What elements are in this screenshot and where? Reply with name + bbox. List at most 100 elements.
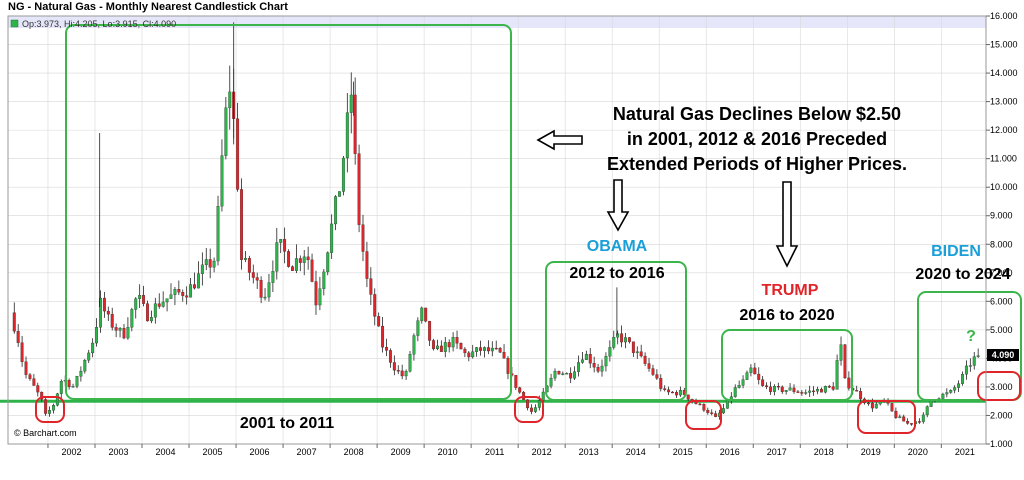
candle-body [725,399,729,409]
left-arrow-icon [536,129,583,151]
candle-body [788,387,792,391]
candle-body [757,373,761,380]
x-tick-label: 2017 [767,447,787,457]
candle-body [518,387,522,393]
candle-body [502,352,506,359]
candle-body [153,303,157,318]
candle-body [612,337,616,348]
candle-body [796,391,800,393]
candle-body [365,251,369,279]
x-tick-label: 2021 [955,447,975,457]
candle-body [189,284,193,298]
candle-body [185,295,189,298]
candle-body [765,385,769,387]
candle-body [929,400,933,407]
x-tick-label: 2002 [61,447,81,457]
x-tick-label: 2006 [250,447,270,457]
candle-body [48,410,51,414]
candle-body [675,392,678,396]
candle-body [99,297,102,328]
candle-body [620,333,624,343]
candle-body [949,390,953,393]
x-tick-label: 2015 [673,447,693,457]
candle-body [475,347,479,352]
candle-body [142,295,146,304]
candle-body [396,370,400,372]
candle-body [216,205,220,262]
candle-body [420,307,424,321]
last-price-label: 4.090 [992,350,1015,360]
candle-body [921,414,925,422]
candle-body [106,310,110,315]
candle-body [925,406,929,416]
candle-body [910,423,914,425]
candle-body [663,388,667,390]
candle-body [530,407,533,412]
obama-label: OBAMA [587,238,648,255]
box-low-2001 [35,396,65,423]
candle-body [964,365,968,375]
candle-body [902,416,906,422]
candle-body [279,239,283,243]
candle-body [59,381,63,394]
candle-body [181,292,185,296]
candle-body [584,354,588,360]
candle-body [769,386,772,392]
candle-body [114,327,118,331]
candle-body [212,260,216,268]
candle-body [816,388,819,392]
candle-body [294,258,298,271]
candle-body [745,372,749,380]
chart-title: NG - Natural Gas - Monthly Nearest Candl… [8,1,288,13]
candle-body [580,359,584,363]
candle-body [968,365,972,367]
candle-body [44,399,48,414]
candle-body [702,403,706,411]
candle-body [20,342,24,362]
x-tick-label: 2018 [814,447,834,457]
candle-body [83,360,87,372]
box-low-2020 [857,400,916,434]
candle-body [588,354,592,364]
candle-body [945,392,949,395]
candle-body [976,355,980,357]
candle-body [52,405,55,411]
candle-body [388,350,392,363]
candle-body [208,259,212,268]
candle-body [772,385,776,392]
y-tick-label: 9.000 [990,211,1013,221]
candle-body [737,385,741,388]
candle-body [345,112,349,159]
candle-body [12,312,16,332]
x-tick-label: 2005 [203,447,223,457]
candle-body [651,368,655,375]
candle-body [565,373,569,375]
candle-body [698,403,702,406]
candle-body [157,303,161,307]
candle-body [255,277,259,281]
candle-body [859,391,863,400]
candle-body [369,278,373,295]
candle-body [710,412,714,414]
candle-body [240,189,243,260]
candle-body [506,358,510,374]
candle-body [373,294,377,317]
candle-body [490,347,494,352]
box-low-2016 [685,400,722,430]
candle-body [330,223,334,253]
candle-body [134,298,138,310]
obama-period-label: 2012 to 2016 [569,265,664,282]
candle-body [655,374,659,379]
candle-body [808,390,812,393]
candle-body [631,341,635,353]
candle-body [361,224,365,252]
candle-body [447,342,451,348]
last-price-tag [987,349,1019,361]
candle-body [616,333,620,338]
candle-body [733,387,737,397]
candle-body [741,379,745,386]
candle-body [424,307,428,322]
candle-body [67,380,71,387]
candle-body [549,377,553,387]
